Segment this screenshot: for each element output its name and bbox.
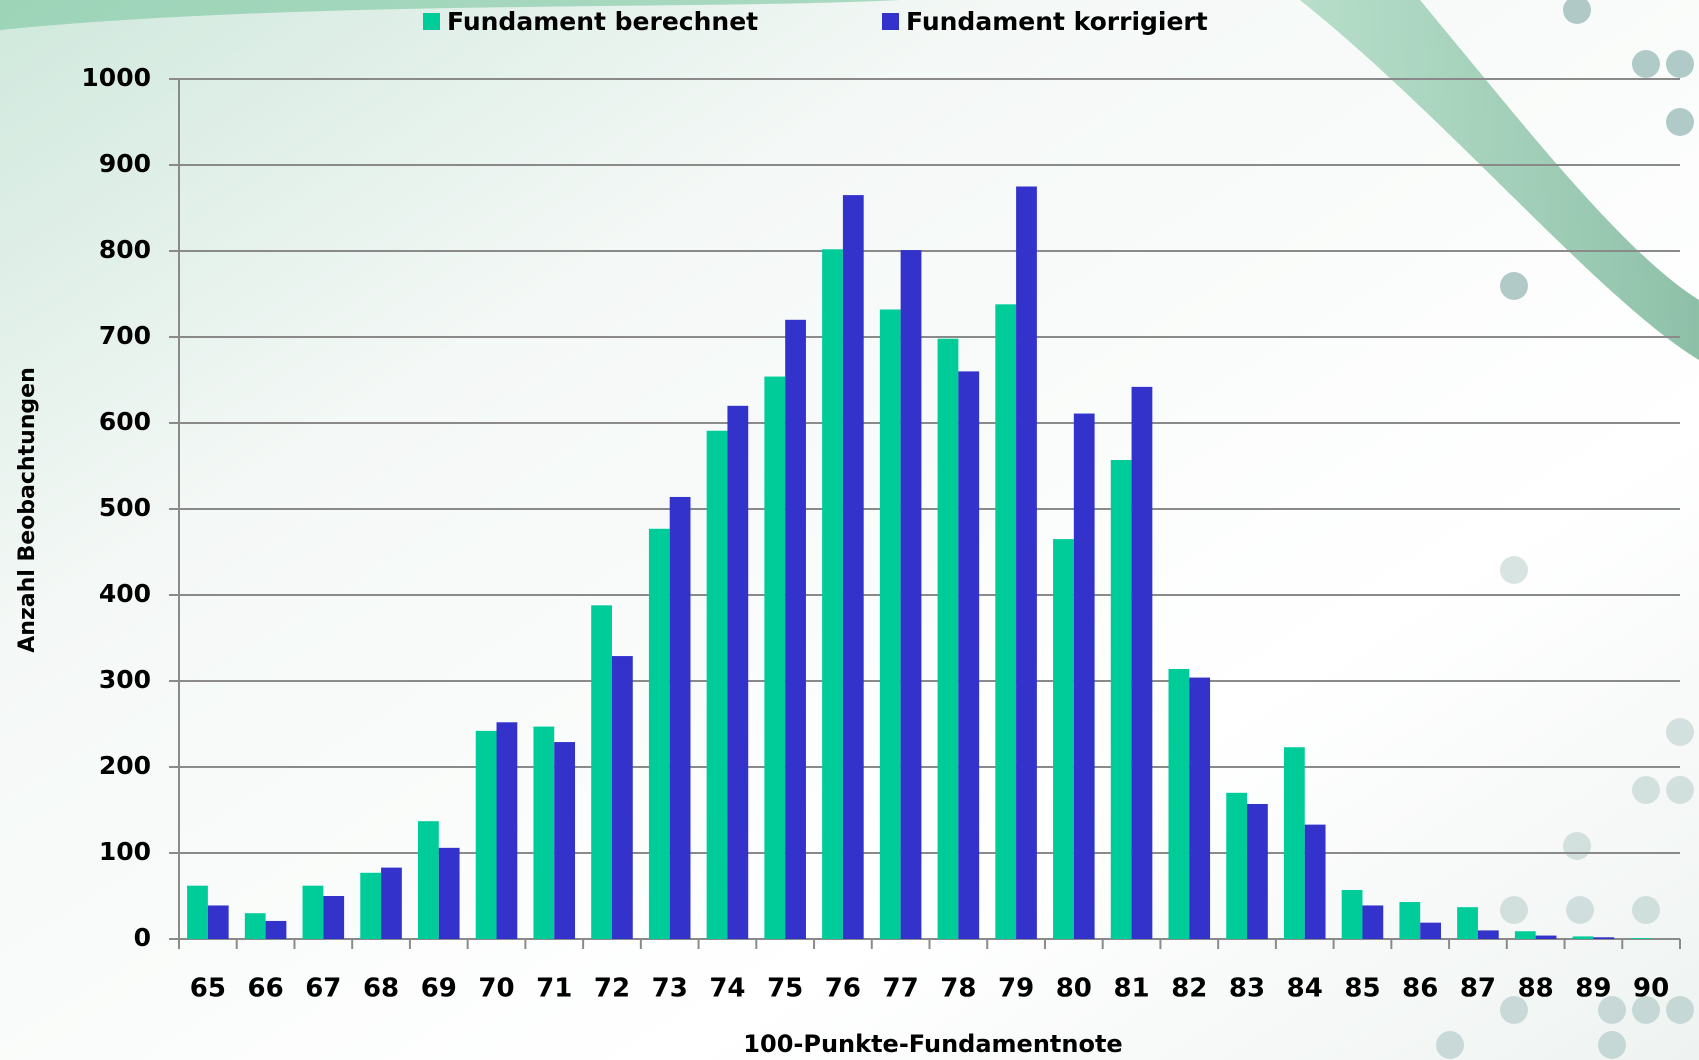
bar	[937, 338, 959, 940]
y-tick-label: 600	[99, 407, 151, 436]
bar	[822, 249, 843, 939]
x-tick-label: 71	[536, 974, 572, 1004]
bar	[438, 847, 460, 939]
bar	[900, 250, 922, 939]
y-tick-label: 0	[134, 923, 151, 952]
decor-swoosh	[0, 0, 900, 30]
bar	[958, 371, 980, 939]
x-tick-label: 70	[478, 974, 514, 1004]
y-tick-label: 300	[99, 665, 151, 694]
x-tick-label: 68	[363, 974, 399, 1004]
bar	[648, 528, 670, 939]
y-tick-label: 1000	[81, 63, 151, 92]
bar	[842, 195, 864, 940]
bar	[1283, 747, 1305, 939]
x-tick-label: 85	[1344, 974, 1380, 1004]
bar	[244, 913, 266, 939]
x-tick-label: 72	[594, 974, 630, 1004]
y-tick-label: 400	[99, 579, 151, 608]
bar	[1535, 935, 1557, 939]
bar	[1304, 824, 1326, 939]
x-tick-label: 65	[190, 974, 226, 1004]
bar	[611, 656, 633, 939]
bar	[1477, 930, 1499, 939]
x-tick-label: 84	[1287, 974, 1323, 1004]
x-tick-label: 90	[1633, 974, 1669, 1004]
x-tick-label: 77	[883, 974, 919, 1004]
bar	[381, 867, 402, 939]
x-tick-label: 76	[825, 974, 861, 1004]
bar	[1457, 907, 1478, 939]
bar	[1168, 668, 1190, 939]
bar	[323, 896, 345, 939]
y-tick-label: 900	[99, 149, 151, 178]
bar	[1593, 937, 1615, 939]
x-tick-label: 82	[1171, 974, 1207, 1004]
bar	[995, 304, 1017, 939]
x-tick-label: 89	[1575, 974, 1611, 1004]
x-tick-label: 78	[940, 974, 976, 1004]
legend-label: Fundament berechnet	[447, 7, 758, 36]
bar	[1420, 922, 1441, 939]
x-tick-label: 74	[709, 974, 745, 1004]
x-tick-label: 86	[1402, 974, 1438, 1004]
bar	[879, 309, 901, 940]
bar	[1399, 902, 1421, 939]
bar	[1189, 677, 1211, 939]
x-tick-label: 73	[652, 974, 688, 1004]
decor-dots	[1436, 0, 1694, 1059]
x-tick-label: 87	[1460, 974, 1496, 1004]
y-tick-label: 700	[99, 321, 151, 350]
bar	[764, 376, 786, 939]
legend-swatch	[423, 13, 440, 30]
bar	[1016, 186, 1037, 939]
bar	[1630, 938, 1652, 939]
x-tick-label: 67	[305, 974, 341, 1004]
bar	[1247, 803, 1268, 939]
bar	[187, 885, 208, 939]
bar	[706, 430, 728, 939]
bar	[785, 319, 806, 939]
bar	[1341, 889, 1363, 939]
x-tick-label: 66	[248, 974, 284, 1004]
bar	[1110, 459, 1132, 939]
bar	[1226, 792, 1248, 939]
legend-swatch	[882, 13, 899, 30]
bar	[554, 742, 576, 939]
y-tick-label: 500	[99, 493, 151, 522]
bar	[496, 722, 518, 939]
x-tick-label: 80	[1056, 974, 1092, 1004]
bar	[591, 605, 612, 939]
bar	[1572, 936, 1594, 939]
legend-label: Fundament korrigiert	[906, 7, 1208, 36]
decor-swoosh	[1300, 0, 1699, 360]
x-tick-label: 83	[1229, 974, 1265, 1004]
y-tick-label: 100	[99, 837, 151, 866]
bar	[1053, 539, 1074, 939]
y-axis-title: Anzahl Beobachtungen	[15, 367, 40, 652]
x-tick-label: 69	[421, 974, 457, 1004]
y-tick-label: 800	[99, 235, 151, 264]
bar	[475, 730, 497, 939]
y-tick-label: 200	[99, 751, 151, 780]
bar	[1131, 386, 1153, 939]
x-tick-label: 75	[767, 974, 803, 1004]
bar	[1073, 413, 1095, 939]
bar	[1514, 931, 1536, 939]
x-tick-label: 79	[998, 974, 1034, 1004]
bar	[302, 885, 324, 939]
bar	[727, 405, 749, 939]
bar	[533, 726, 555, 939]
bar	[1362, 905, 1384, 939]
bar	[207, 905, 229, 939]
bar	[669, 496, 691, 939]
bar	[360, 872, 382, 939]
x-axis-title: 100-Punkte-Fundamentnote	[743, 1030, 1122, 1058]
x-tick-label: 81	[1113, 974, 1149, 1004]
bar	[418, 821, 439, 939]
x-tick-label: 88	[1518, 974, 1554, 1004]
bar	[265, 920, 287, 939]
